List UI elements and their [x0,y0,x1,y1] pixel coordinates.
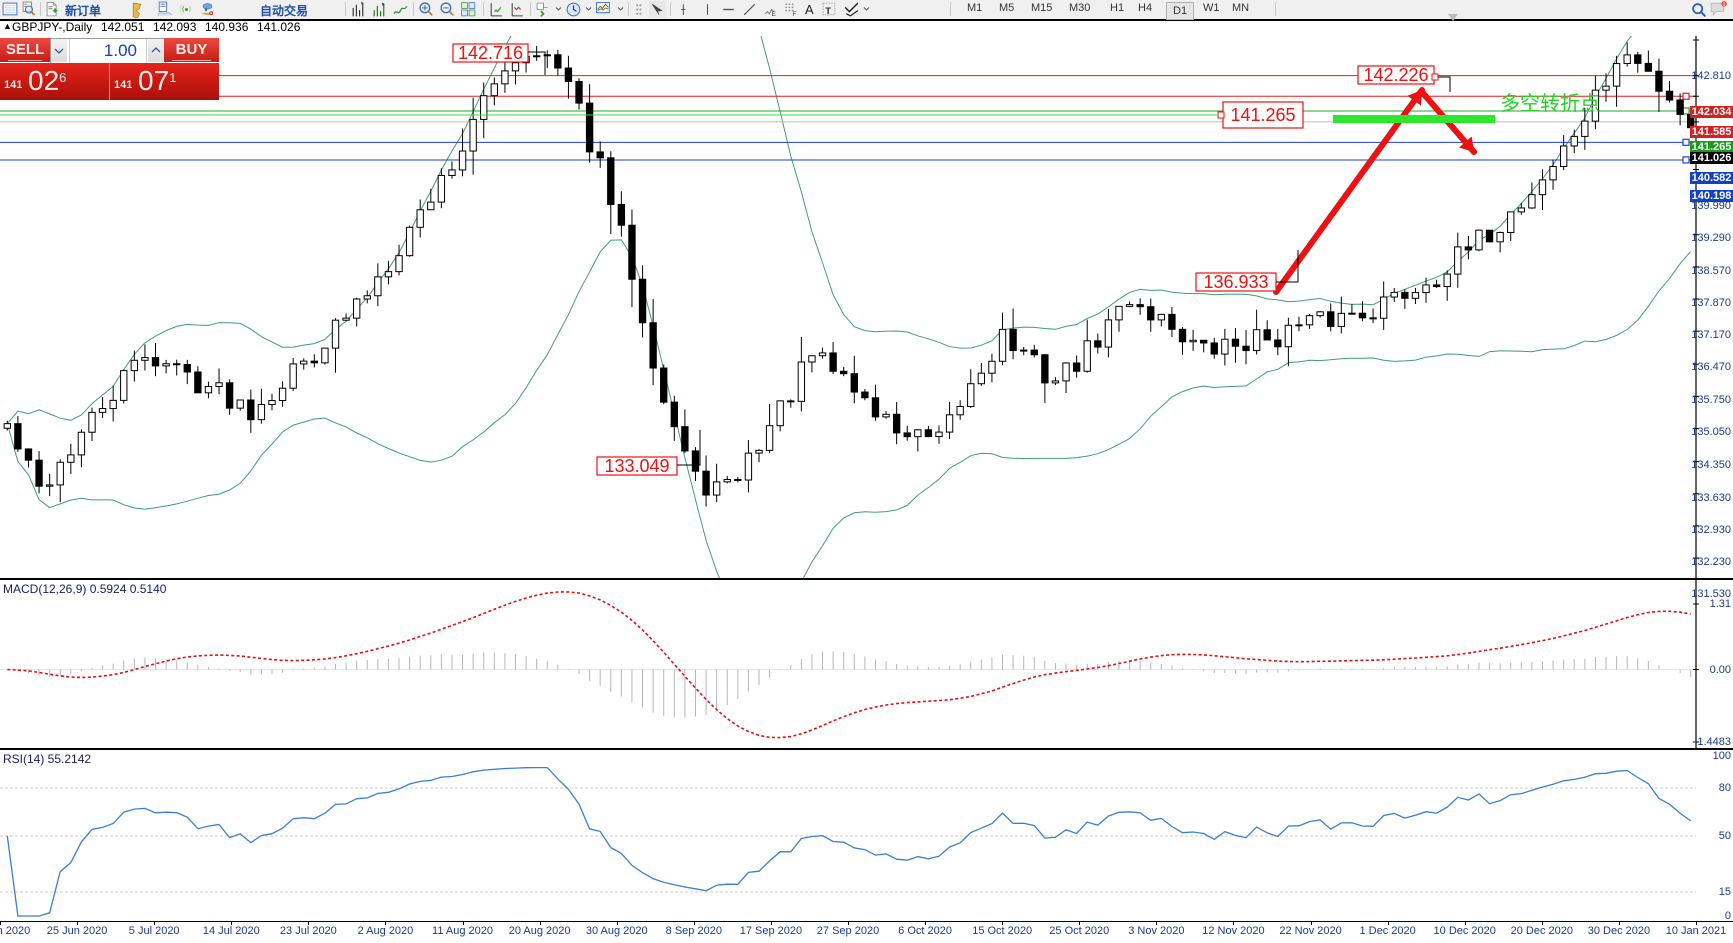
svg-text:136.933: 136.933 [1203,272,1268,292]
svg-text:E: E [772,11,776,18]
svg-text:142.716: 142.716 [458,43,523,63]
svg-text:142.226: 142.226 [1363,65,1428,85]
svg-text:F: F [793,11,797,18]
svg-text:141.265: 141.265 [1230,105,1295,125]
svg-text:133.049: 133.049 [604,456,669,476]
svg-text:T: T [825,6,831,17]
svg-text:多空转折点: 多空转折点 [1500,92,1600,115]
